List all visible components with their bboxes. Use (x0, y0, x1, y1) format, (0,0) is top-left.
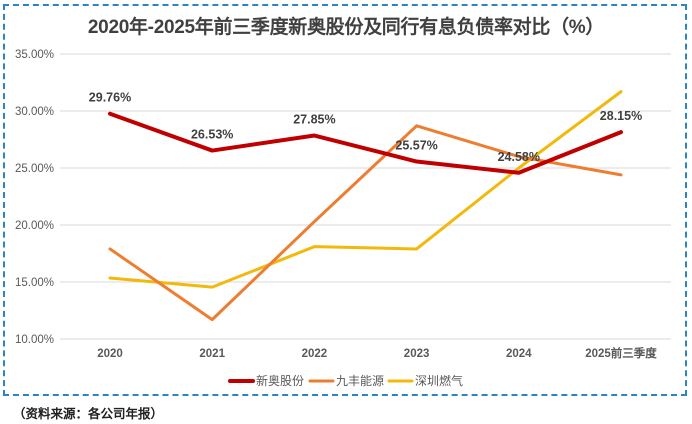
legend-label: 新奥股份 (256, 373, 304, 388)
data-labels: 29.76% 26.53% 27.85% 25.57% 24.58% 28.15% (89, 91, 642, 164)
legend-label: 深圳燃气 (415, 373, 463, 388)
data-label: 28.15% (600, 109, 642, 123)
series-lines (108, 90, 623, 322)
chart-title: 2020年-2025年前三季度新奥股份及同行有息负债率对比（%） (87, 17, 605, 38)
data-label: 26.53% (191, 128, 233, 142)
series-line-2 (108, 124, 623, 322)
x-tick-label: 2025前三季度 (585, 346, 657, 360)
x-tick-label: 2020 (97, 348, 123, 360)
y-tick-label: 10.00% (15, 334, 54, 346)
x-tick-label: 2024 (506, 348, 532, 360)
x-tick-label: 2021 (199, 348, 225, 360)
data-label: 25.57% (395, 139, 437, 153)
y-tick-label: 30.00% (15, 106, 54, 118)
y-tick-label: 20.00% (15, 220, 54, 232)
data-label: 27.85% (293, 113, 335, 127)
series-line-1 (108, 111, 623, 175)
x-tick-label: 2022 (302, 348, 328, 360)
y-tick-label: 35.00% (15, 49, 54, 61)
y-axis-ticks: 10.00% 15.00% 20.00% 25.00% 30.00% 35.00% (15, 49, 54, 346)
legend-label: 九丰能源 (336, 374, 384, 388)
series-line-3 (108, 90, 623, 289)
chart-frame (3, 4, 687, 396)
y-tick-label: 15.00% (15, 277, 54, 289)
x-tick-label: 2023 (404, 348, 430, 360)
data-label: 24.58% (498, 150, 540, 164)
gridlines (60, 53, 671, 340)
legend: 新奥股份 九丰能源 深圳燃气 (228, 373, 463, 388)
x-axis-ticks: 2020 2021 2022 2023 2024 2025前三季度 (97, 346, 657, 360)
source-note: （资料来源：各公司年报） (13, 407, 164, 421)
data-label: 29.76% (89, 91, 131, 105)
y-tick-label: 25.00% (15, 163, 54, 175)
